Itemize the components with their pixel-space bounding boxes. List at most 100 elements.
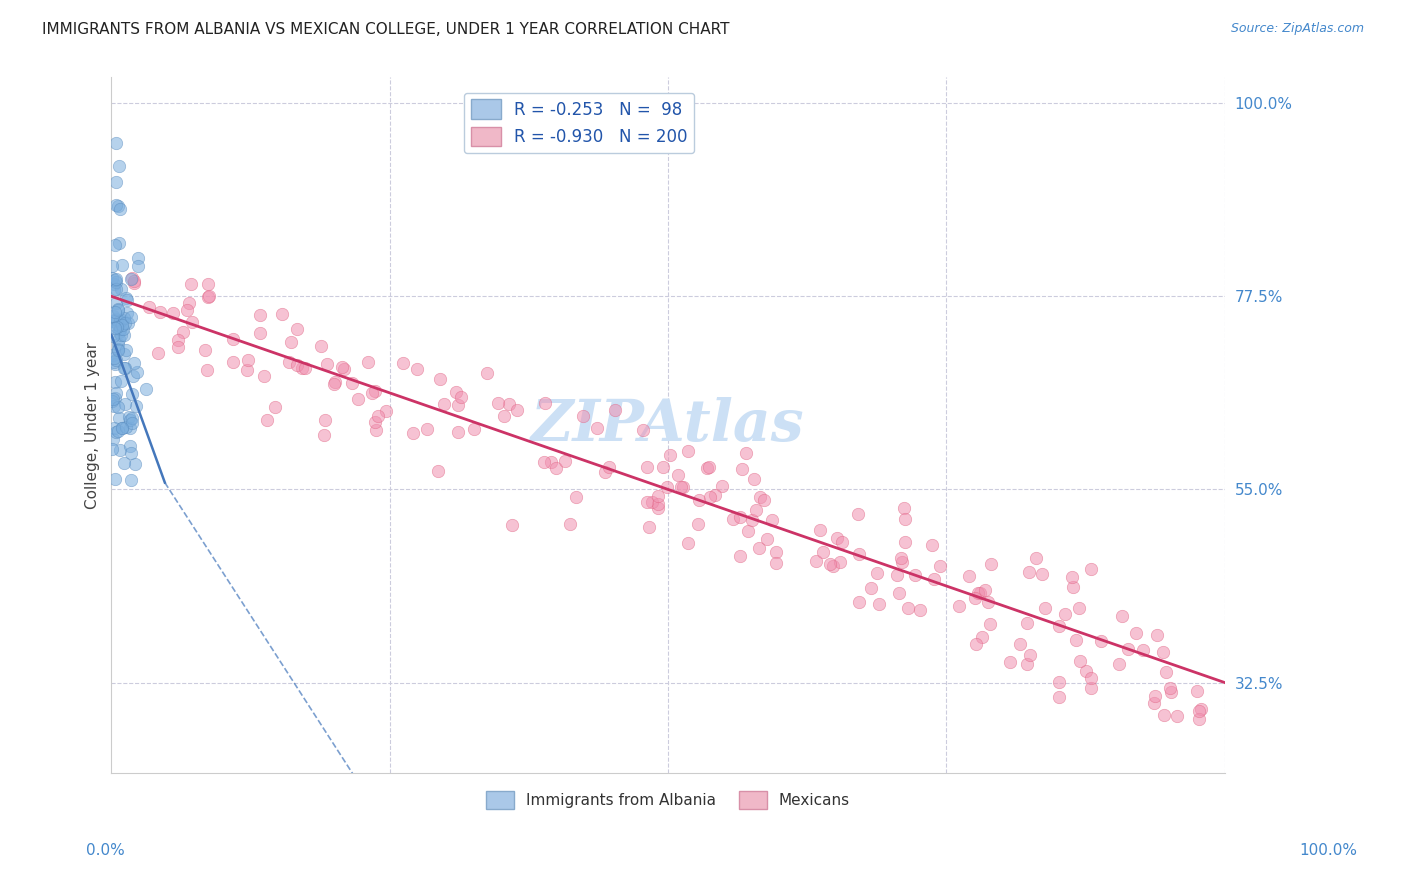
Point bbox=[1019, 648, 1042, 662]
Point bbox=[748, 541, 770, 555]
Point bbox=[737, 524, 759, 538]
Point bbox=[107, 318, 129, 332]
Point bbox=[728, 549, 751, 563]
Point bbox=[111, 322, 134, 336]
Point bbox=[974, 583, 997, 598]
Point bbox=[135, 382, 157, 396]
Point bbox=[980, 558, 1002, 572]
Point bbox=[1015, 616, 1038, 631]
Point bbox=[146, 345, 169, 359]
Point bbox=[641, 494, 664, 508]
Point bbox=[114, 317, 136, 331]
Point bbox=[998, 655, 1021, 669]
Point bbox=[1069, 600, 1091, 615]
Point bbox=[222, 355, 245, 369]
Point bbox=[1053, 607, 1076, 622]
Point bbox=[112, 361, 135, 376]
Point bbox=[831, 535, 853, 549]
Point bbox=[271, 307, 294, 321]
Point bbox=[1143, 696, 1166, 710]
Point bbox=[110, 322, 132, 336]
Point bbox=[111, 312, 134, 326]
Point bbox=[416, 422, 439, 436]
Point bbox=[929, 559, 952, 574]
Point bbox=[533, 455, 555, 469]
Point bbox=[1018, 566, 1040, 580]
Point bbox=[825, 532, 848, 546]
Text: 0.0%: 0.0% bbox=[86, 843, 125, 858]
Point bbox=[114, 360, 136, 375]
Point bbox=[105, 136, 128, 150]
Point bbox=[1035, 600, 1057, 615]
Point bbox=[367, 409, 389, 423]
Point bbox=[638, 520, 661, 534]
Point bbox=[1188, 712, 1211, 726]
Point bbox=[498, 397, 520, 411]
Point bbox=[110, 282, 132, 296]
Point bbox=[444, 384, 467, 399]
Point bbox=[285, 322, 308, 336]
Point bbox=[697, 459, 720, 474]
Point bbox=[314, 413, 336, 427]
Point bbox=[249, 326, 271, 340]
Point bbox=[893, 500, 915, 515]
Point bbox=[426, 464, 449, 478]
Point bbox=[101, 393, 124, 408]
Point bbox=[312, 428, 335, 442]
Point bbox=[1062, 581, 1084, 595]
Point bbox=[544, 461, 567, 475]
Point bbox=[107, 303, 129, 318]
Point bbox=[249, 308, 271, 322]
Point bbox=[572, 409, 595, 423]
Point bbox=[671, 480, 693, 494]
Point bbox=[101, 313, 124, 327]
Point bbox=[1090, 634, 1112, 648]
Point bbox=[721, 512, 744, 526]
Point bbox=[115, 419, 138, 434]
Point bbox=[120, 310, 142, 324]
Point bbox=[1064, 632, 1087, 647]
Point bbox=[108, 314, 131, 328]
Point bbox=[197, 288, 219, 302]
Point bbox=[111, 259, 134, 273]
Point bbox=[103, 421, 125, 435]
Point bbox=[101, 328, 124, 343]
Point bbox=[107, 301, 129, 316]
Point bbox=[107, 400, 129, 414]
Point bbox=[1015, 657, 1038, 671]
Point bbox=[103, 391, 125, 405]
Point bbox=[112, 457, 135, 471]
Text: IMMIGRANTS FROM ALBANIA VS MEXICAN COLLEGE, UNDER 1 YEAR CORRELATION CHART: IMMIGRANTS FROM ALBANIA VS MEXICAN COLLE… bbox=[42, 22, 730, 37]
Point bbox=[104, 271, 127, 285]
Point bbox=[111, 318, 134, 333]
Point bbox=[104, 282, 127, 296]
Text: ZIPAtlas: ZIPAtlas bbox=[531, 397, 806, 453]
Point bbox=[887, 586, 910, 600]
Point bbox=[977, 595, 1000, 609]
Point bbox=[316, 357, 339, 371]
Point bbox=[1080, 562, 1102, 576]
Point bbox=[115, 306, 138, 320]
Point bbox=[699, 490, 721, 504]
Point bbox=[107, 342, 129, 356]
Point bbox=[1146, 627, 1168, 641]
Point bbox=[593, 466, 616, 480]
Point bbox=[818, 557, 841, 571]
Point bbox=[197, 277, 219, 292]
Point bbox=[1111, 608, 1133, 623]
Point bbox=[101, 442, 124, 456]
Point bbox=[730, 509, 752, 524]
Point bbox=[121, 369, 143, 384]
Point bbox=[124, 457, 146, 471]
Point bbox=[103, 348, 125, 362]
Point bbox=[406, 362, 429, 376]
Point bbox=[671, 480, 693, 494]
Y-axis label: College, Under 1 year: College, Under 1 year bbox=[86, 342, 100, 508]
Point bbox=[1047, 675, 1070, 690]
Point bbox=[890, 550, 912, 565]
Point bbox=[598, 460, 620, 475]
Point bbox=[121, 417, 143, 431]
Point bbox=[122, 276, 145, 290]
Point bbox=[633, 423, 655, 437]
Point bbox=[703, 487, 725, 501]
